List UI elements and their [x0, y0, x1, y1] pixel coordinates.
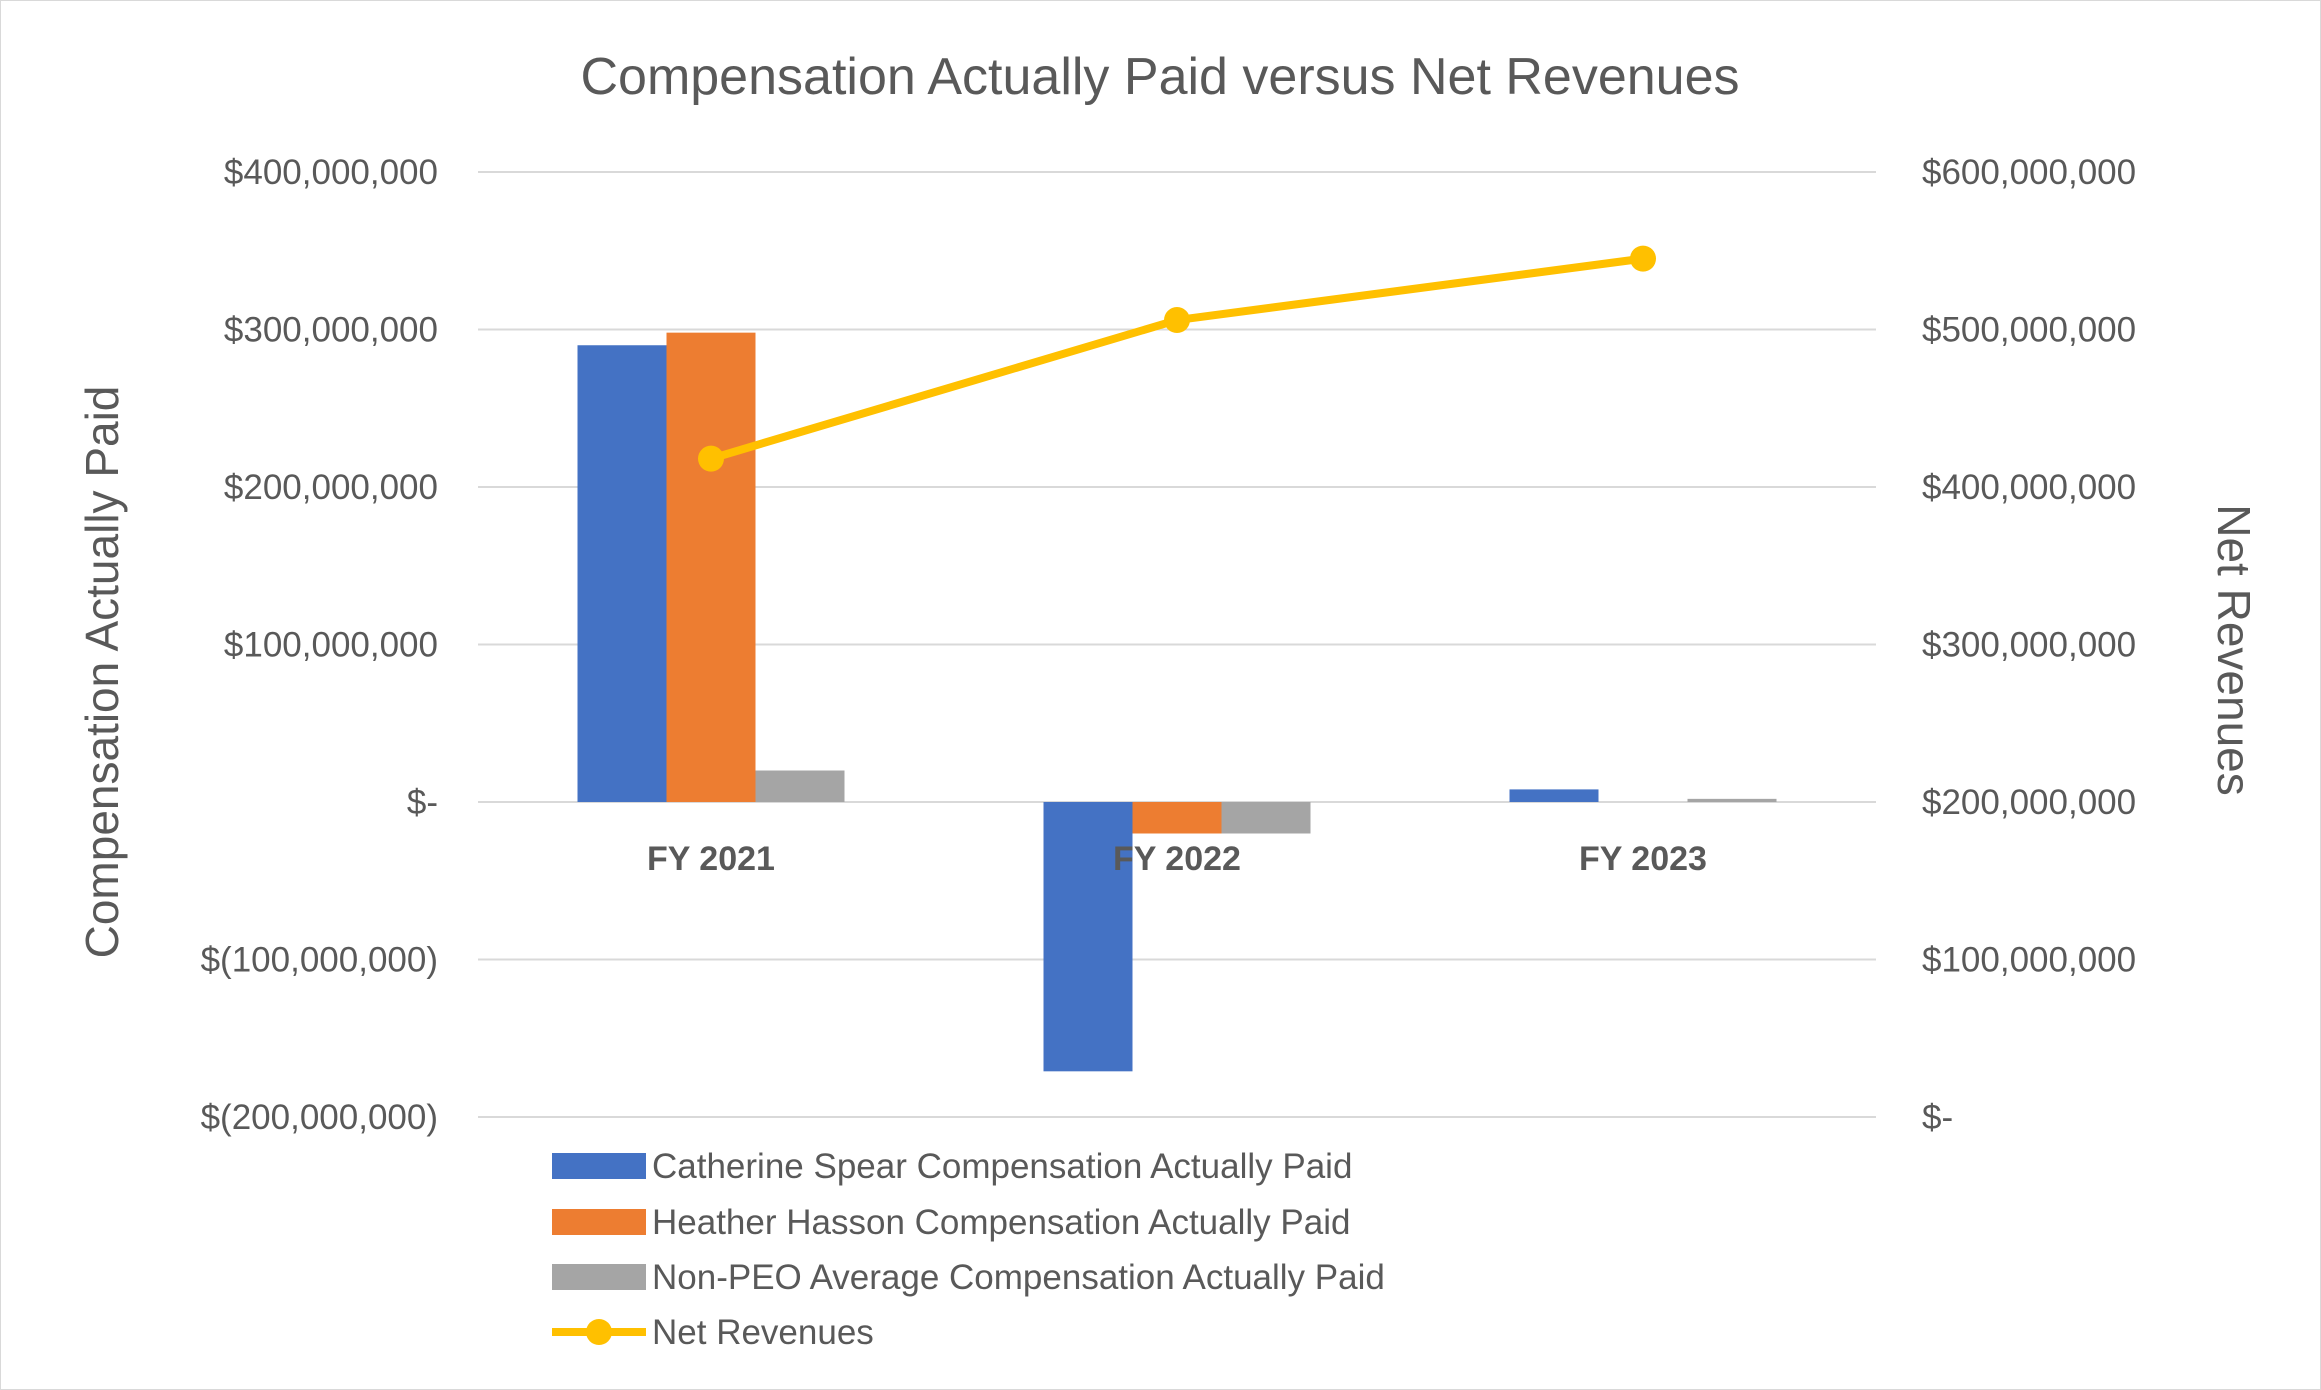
bar: [1132, 802, 1222, 834]
y2-tick-label: $400,000,000: [1922, 468, 2136, 507]
line-point: [698, 445, 724, 472]
bar: [1687, 798, 1777, 802]
y-tick-label: $-: [407, 783, 438, 822]
x-axis-labels: FY 2021 FY 2022 FY 2023: [647, 840, 1707, 878]
legend-swatch: [552, 1153, 646, 1179]
y-tick-label: $100,000,000: [224, 626, 438, 665]
y2-axis-title: Net Revenues: [2208, 504, 2260, 796]
legend-label: Net Revenues: [652, 1313, 874, 1352]
bar: [577, 345, 667, 802]
legend: Catherine Spear Compensation Actually Pa…: [552, 1147, 1385, 1352]
x-tick-label: FY 2022: [1113, 840, 1241, 878]
series-line: [709, 254, 1644, 463]
y2-tick-label: $-: [1922, 1098, 1953, 1137]
bars: [577, 332, 1777, 1072]
line-point: [1630, 245, 1656, 272]
legend-swatch: [552, 1209, 646, 1235]
y-tick-label: $400,000,000: [224, 153, 438, 192]
y2-tick-label: $100,000,000: [1922, 941, 2136, 980]
y-tick-label: $(200,000,000): [201, 1098, 438, 1137]
y-tick-label: $300,000,000: [224, 311, 438, 350]
y2-tick-label: $600,000,000: [1922, 153, 2136, 192]
y-tick-label: $(100,000,000): [201, 941, 438, 980]
x-tick-label: FY 2023: [1579, 840, 1707, 878]
bar: [1509, 789, 1599, 802]
bar: [666, 332, 756, 802]
legend-label: Catherine Spear Compensation Actually Pa…: [652, 1147, 1352, 1186]
y-tick-label: $200,000,000: [224, 468, 438, 507]
y2-tick-label: $200,000,000: [1922, 783, 2136, 822]
y2-tick-label: $500,000,000: [1922, 311, 2136, 350]
y-axis-ticks: $400,000,000 $300,000,000 $200,000,000 $100…: [201, 153, 438, 1137]
y2-axis-ticks: $600,000,000 $500,000,000 $400,000,000 $300…: [1922, 153, 2136, 1137]
bar: [1043, 802, 1133, 1072]
chart-title: Compensation Actually Paid versus Net Re…: [580, 48, 1739, 106]
x-tick-label: FY 2021: [647, 840, 775, 878]
legend-marker: [586, 1319, 612, 1345]
legend-swatch: [552, 1264, 646, 1290]
net-revenues-line: [698, 245, 1656, 472]
bar: [1221, 802, 1311, 834]
bar: [755, 770, 845, 802]
y-axis-title: Compensation Actually Paid: [76, 386, 128, 959]
legend-label: Non-PEO Average Compensation Actually Pa…: [652, 1258, 1385, 1297]
legend-label: Heather Hasson Compensation Actually Pai…: [652, 1203, 1350, 1242]
line-point: [1164, 307, 1190, 334]
y2-tick-label: $300,000,000: [1922, 626, 2136, 665]
